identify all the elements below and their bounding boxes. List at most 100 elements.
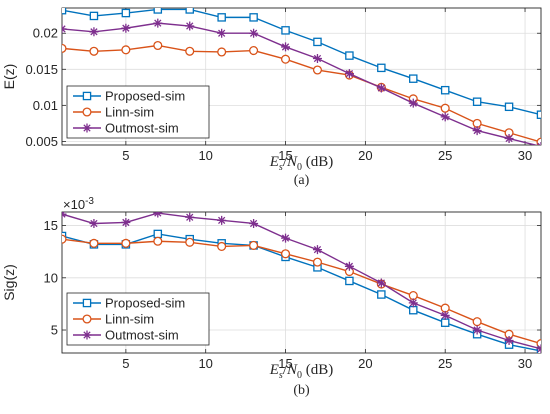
data-point-proposed-sim [409, 305, 418, 315]
data-point-proposed-sim [217, 13, 226, 22]
x-tick-label: 20 [358, 148, 372, 163]
data-point-proposed-sim [440, 318, 450, 327]
x-tick-label: 20 [358, 356, 372, 371]
legend-label-outmost-sim: Outmost-sim [105, 121, 179, 136]
data-point-proposed-sim [409, 74, 418, 83]
data-point-outmost-sim [312, 53, 322, 63]
x-axis-label: Es/N0 (dB) [269, 154, 334, 173]
data-point-outmost-sim [62, 24, 67, 34]
data-point-proposed-sim [313, 37, 322, 47]
data-point-linn-sim [185, 46, 195, 56]
x-tick-label: 10 [198, 148, 212, 163]
data-point-outmost-sim [440, 310, 450, 320]
legend-label-proposed-sim: Proposed-sim [105, 89, 185, 104]
x-tick-label: 15 [278, 356, 292, 371]
data-point-outmost-sim [376, 83, 386, 93]
data-point-proposed-sim [345, 276, 354, 286]
x-tick-label: 15 [278, 148, 292, 163]
data-point-outmost-sim [217, 215, 227, 225]
data-point-outmost-sim [281, 42, 291, 52]
data-point-outmost-sim [185, 212, 195, 222]
y-tick-label: 0.02 [33, 26, 58, 41]
data-point-outmost-sim [153, 212, 163, 218]
data-point-outmost-sim [312, 245, 322, 255]
data-point-outmost-sim [89, 27, 99, 37]
x-tick-label: 30 [518, 148, 532, 163]
data-point-linn-sim [249, 45, 259, 56]
y-tick-label: 10 [44, 270, 58, 285]
data-point-linn-sim [217, 241, 227, 252]
y-axis-label: Sig(z) [1, 264, 17, 301]
y-tick-label: 15 [44, 218, 58, 233]
y-tick-label: 0.015 [25, 62, 58, 77]
data-point-outmost-sim [408, 298, 418, 308]
data-point-outmost-sim [344, 261, 354, 271]
x-tick-label: 25 [438, 356, 452, 371]
data-point-linn-sim [217, 47, 227, 57]
series-line-outmost-sim [62, 22, 539, 145]
series-outmost-sim [62, 18, 541, 145]
data-point-linn-sim [312, 257, 323, 267]
panel-caption: (a) [294, 173, 310, 188]
data-point-outmost-sim [217, 28, 227, 38]
legend-label-linn-sim: Linn-sim [105, 312, 154, 327]
data-point-proposed-sim [377, 63, 386, 73]
x-tick-label: 10 [198, 356, 212, 371]
data-point-linn-sim [62, 234, 67, 244]
series-proposed-sim [62, 8, 541, 119]
data-point-proposed-sim [153, 8, 163, 14]
data-point-outmost-sim [185, 21, 195, 31]
data-point-proposed-sim [472, 97, 482, 106]
legend-marker-proposed-sim [82, 91, 92, 101]
data-point-linn-sim [89, 46, 99, 56]
data-point-linn-sim [408, 291, 418, 301]
data-point-outmost-sim [249, 28, 259, 38]
y-axis-exponent: ×10-3 [63, 196, 94, 212]
series-line-outmost-sim [62, 212, 541, 350]
x-axis-label: Es/N0 (dB) [269, 362, 334, 381]
data-point-proposed-sim [153, 229, 163, 239]
series-line-proposed-sim [62, 233, 541, 352]
legend-label-outmost-sim: Outmost-sim [105, 328, 179, 343]
data-point-linn-sim [472, 317, 482, 327]
data-point-proposed-sim [536, 110, 541, 119]
series-line-linn-sim [62, 238, 541, 345]
legend-marker-proposed-sim [82, 298, 92, 308]
data-point-outmost-sim [504, 134, 514, 144]
data-point-linn-sim [185, 237, 195, 247]
x-tick-label: 30 [518, 356, 532, 371]
data-point-outmost-sim [536, 344, 541, 353]
data-point-linn-sim [280, 249, 291, 259]
plot-area-frame [61, 7, 542, 146]
data-point-proposed-sim [377, 290, 386, 299]
data-point-linn-sim [121, 45, 131, 55]
data-point-outmost-sim [408, 98, 418, 108]
data-point-linn-sim [62, 43, 67, 53]
data-point-outmost-sim [249, 218, 259, 228]
data-point-proposed-sim [281, 26, 290, 35]
data-point-linn-sim [280, 54, 291, 64]
series-line-linn-sim [62, 44, 541, 143]
legend-marker-linn-sim [82, 107, 92, 117]
data-point-linn-sim [440, 103, 450, 113]
series-line-proposed-sim [62, 8, 541, 116]
data-point-outmost-sim [121, 23, 131, 33]
chart-panel-b: 5 10 15 20 25 30 5 10 15 Sig(z) ×10-3 Es/N0 (dB) (b)… [1, 196, 542, 398]
data-point-outmost-sim [376, 278, 386, 288]
y-tick-label: 0.01 [33, 98, 58, 113]
y-tick-label: 5 [51, 323, 58, 338]
chart-panel-a: 5 10 15 20 25 30 0.005 0.01 0.015 0.02 E(z) Es/N0 (… [1, 7, 542, 188]
data-point-linn-sim [153, 40, 163, 51]
legend-marker-outmost-sim [82, 123, 92, 133]
legend-marker-outmost-sim [82, 330, 92, 340]
data-point-proposed-sim [185, 8, 194, 14]
data-point-outmost-sim [472, 325, 482, 335]
data-point-outmost-sim [89, 218, 99, 228]
series-linn-sim [62, 234, 541, 349]
panel-caption: (b) [293, 383, 310, 398]
data-point-proposed-sim [121, 8, 131, 18]
x-tick-label: 5 [122, 356, 129, 371]
data-point-outmost-sim [472, 126, 482, 136]
